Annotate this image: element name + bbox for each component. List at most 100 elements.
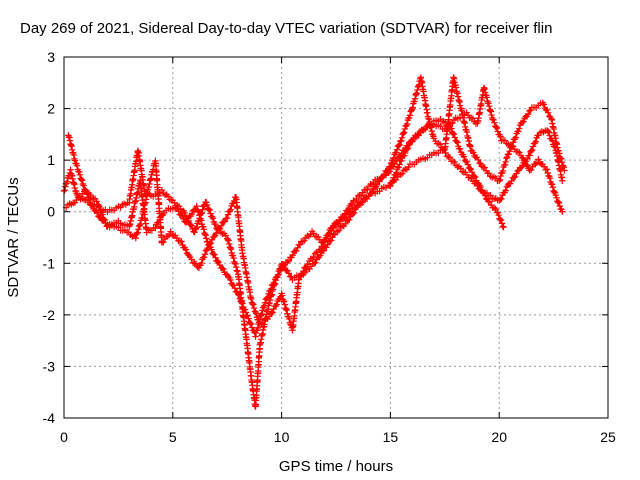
data-point	[546, 174, 554, 182]
data-point	[203, 201, 211, 209]
data-point	[398, 157, 405, 165]
data-point	[451, 158, 458, 166]
data-point	[78, 177, 86, 184]
data-point	[160, 238, 167, 246]
data-point	[288, 273, 295, 281]
data-point	[247, 295, 255, 303]
data-point	[516, 149, 523, 156]
data-point	[249, 300, 256, 308]
x-tick-label: 25	[600, 429, 616, 445]
series-track-4	[387, 84, 566, 215]
data-point	[270, 279, 278, 287]
data-point	[485, 170, 493, 177]
data-point	[279, 264, 287, 272]
data-point	[508, 177, 515, 185]
data-point	[263, 295, 271, 302]
grid-layer	[64, 57, 608, 418]
data-point	[386, 168, 393, 175]
data-point	[299, 270, 306, 278]
data-point	[212, 221, 219, 228]
data-point	[496, 176, 504, 183]
data-point	[405, 145, 412, 152]
data-point	[389, 177, 397, 185]
data-point	[134, 229, 141, 236]
data-point	[370, 179, 377, 187]
data-point	[449, 157, 457, 165]
data-point	[284, 258, 291, 266]
data-point	[395, 142, 402, 149]
data-point	[152, 224, 159, 232]
data-point	[467, 166, 475, 173]
data-point	[497, 216, 505, 224]
data-point	[253, 310, 260, 317]
data-point	[279, 292, 286, 299]
chart-title: Day 269 of 2021, Sidereal Day-to-day VTE…	[20, 20, 552, 37]
data-point	[559, 177, 566, 184]
data-point	[296, 241, 304, 248]
data-point	[284, 310, 291, 317]
data-point	[436, 141, 444, 148]
data-point	[95, 201, 102, 209]
data-point	[335, 227, 343, 234]
data-point	[454, 139, 461, 146]
data-point	[273, 301, 280, 308]
data-point	[202, 231, 209, 239]
data-point	[217, 222, 225, 230]
data-point	[198, 259, 205, 267]
data-point	[73, 162, 81, 169]
y-tick-label: 2	[47, 101, 55, 117]
data-point	[195, 208, 202, 215]
data-point	[220, 265, 227, 273]
data-point	[224, 214, 231, 222]
data-point	[400, 129, 408, 136]
data-point	[208, 246, 215, 253]
data-point	[531, 139, 539, 147]
data-point	[188, 210, 196, 218]
y-tick-label: 0	[47, 204, 55, 220]
data-point	[460, 153, 468, 160]
data-point	[201, 251, 209, 258]
data-point	[102, 219, 110, 227]
data-point	[188, 256, 195, 263]
data-point	[402, 149, 409, 157]
data-point	[495, 211, 502, 219]
data-point	[358, 198, 366, 205]
data-point	[399, 170, 406, 177]
data-point	[512, 134, 519, 141]
y-tick-label: -1	[43, 255, 56, 271]
data-point	[477, 160, 484, 167]
data-point	[248, 324, 256, 331]
data-point	[407, 138, 415, 146]
data-point	[400, 130, 407, 137]
data-point	[456, 145, 464, 152]
data-point	[518, 119, 526, 127]
data-point	[261, 299, 269, 306]
data-point	[492, 205, 499, 213]
data-point	[76, 171, 84, 178]
data-point	[227, 206, 234, 213]
data-point	[225, 237, 232, 244]
data-point	[408, 107, 415, 114]
data-point	[551, 143, 559, 150]
data-point	[396, 161, 403, 168]
data-point	[280, 298, 288, 305]
data-point	[135, 226, 142, 233]
data-point	[242, 309, 250, 316]
data-point	[490, 204, 498, 211]
data-point	[205, 206, 212, 213]
data-point	[393, 146, 401, 153]
data-point	[208, 213, 216, 220]
data-point	[233, 267, 240, 274]
data-point	[520, 118, 527, 125]
data-point	[398, 137, 405, 144]
data-point	[406, 112, 414, 119]
data-point	[156, 216, 163, 224]
data-point	[227, 276, 234, 284]
data-point	[403, 120, 411, 128]
data-point	[327, 237, 335, 244]
data-point	[189, 259, 197, 266]
data-point	[529, 146, 536, 154]
data-point	[272, 302, 279, 310]
data-point	[61, 187, 68, 194]
